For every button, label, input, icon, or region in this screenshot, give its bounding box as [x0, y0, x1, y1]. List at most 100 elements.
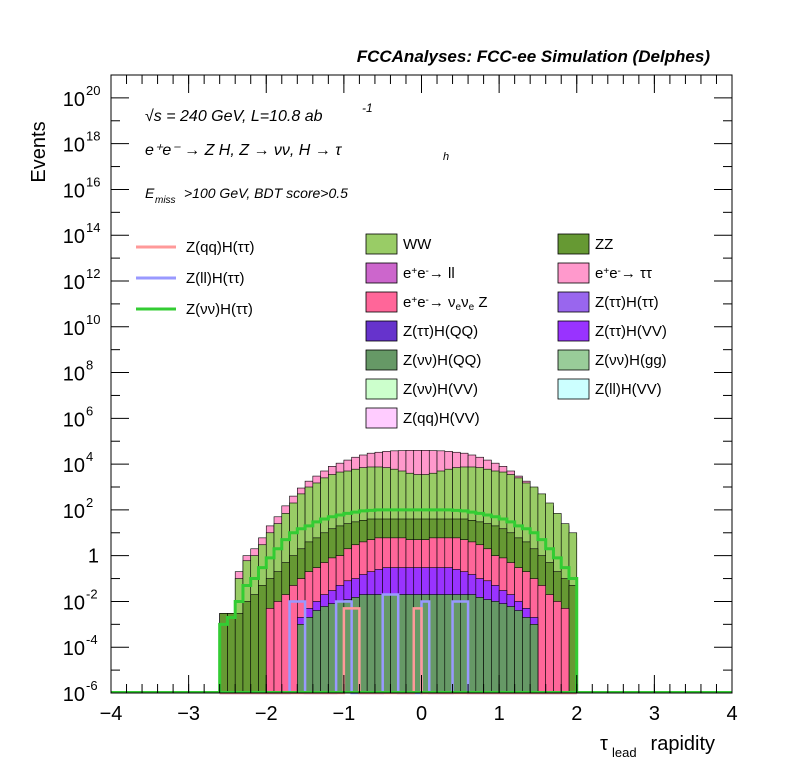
- y-tick-base: 10: [63, 272, 85, 294]
- legend-entry-ee_nunuZ: e+e-→ νeνe Z: [365, 291, 488, 313]
- signal-sig_nunu: [218, 508, 579, 693]
- y-tick-exponent: 10: [86, 312, 100, 327]
- y-tick-base: 10: [63, 318, 85, 340]
- bar-nunu_QQ-35: [491, 601, 500, 694]
- bar-ee_nunuZ-42: [545, 594, 554, 694]
- legend-entry-sig_qq: Z(qq)H(ττ): [136, 239, 255, 256]
- legend-swatch-ee_tautau: [557, 262, 590, 284]
- selection-subscript: miss: [155, 195, 176, 206]
- legend-swatch-nunu_gg: [557, 349, 590, 371]
- y-tick-exponent: -6: [86, 678, 98, 693]
- legend-swatch-qq_VV: [365, 407, 398, 429]
- x-tick-label-3: −1: [332, 703, 355, 725]
- y-tick-label-0: 10 20: [63, 83, 101, 111]
- x-tick-label-1: −3: [177, 703, 200, 725]
- x-tick-label-0: −4: [100, 703, 123, 725]
- x-axis-label: τ lead rapidity: [600, 733, 715, 760]
- legend-entry-ll_VV: Z(ll)H(VV): [557, 378, 662, 400]
- legend-swatch-ee_nunuZ: [365, 291, 398, 313]
- bar-nunu_QQ-34: [483, 599, 492, 694]
- legend-entry-nunu_VV: Z(νν)H(VV): [365, 378, 478, 400]
- bar-nunu_QQ-40: [529, 624, 539, 694]
- legend-label-sig_nunu: Z(νν)H(ττ): [186, 301, 253, 318]
- bar-nunu_QQ-37: [506, 606, 515, 694]
- bar-nunu_QQ-28: [436, 594, 446, 694]
- y-tick-label-6: 10 8: [63, 358, 93, 386]
- y-tick-label-3: 10 14: [63, 220, 101, 248]
- legend-entry-ee_tautau: e+e-→ ττ: [557, 262, 652, 284]
- y-tick-label-9: 10 2: [63, 495, 93, 523]
- y-tick-label-11: 10 -2: [63, 586, 98, 614]
- selection-suffix: >100 GeV, BDT score>0.5: [184, 185, 348, 201]
- energy-exponent: -1: [362, 101, 373, 115]
- legend-swatch-ZZ: [557, 233, 590, 255]
- legend-entry-ee_ll: e+e-→ ll: [365, 262, 455, 284]
- y-tick-label-5: 10 10: [63, 312, 101, 340]
- y-tick-exponent: 6: [86, 403, 93, 418]
- stack-nunu_QQ: [296, 594, 539, 694]
- y-tick-label-13: 10 -6: [63, 678, 98, 706]
- legend-swatch-tautau_tautau: [557, 291, 590, 313]
- legend-entry-qq_VV: Z(qq)H(VV): [365, 407, 480, 429]
- legend-label-nunu_VV: Z(νν)H(VV): [403, 381, 478, 398]
- y-tick-base: 10: [63, 89, 85, 111]
- x-axis-title-suffix: rapidity: [645, 733, 715, 755]
- y-tick-base: 10: [63, 226, 85, 248]
- bar-ee_nunuZ-6: [265, 608, 275, 694]
- y-tick-exponent: 20: [86, 83, 100, 98]
- energy-label: √s = 240 GeV, L=10.8 ab: [145, 108, 323, 125]
- bar-ee_nunuZ-44: [560, 608, 570, 694]
- bar-ZZ-5: [258, 585, 267, 694]
- x-tick-label-6: 2: [571, 703, 582, 725]
- bar-nunu_QQ-33: [475, 597, 484, 694]
- x-axis-title-main: τ: [600, 733, 608, 755]
- legend-label-ee_nunuZ: e+e-→ νeνe Z: [403, 294, 488, 313]
- bar-ZZ-2: [234, 613, 244, 694]
- bar-nunu_QQ-38: [514, 610, 523, 694]
- y-tick-label-1: 10 18: [63, 129, 101, 157]
- x-tick-label-5: 1: [494, 703, 505, 725]
- legend-swatch-WW: [365, 233, 398, 255]
- legend-label-tautau_QQ: Z(ττ)H(QQ): [403, 323, 478, 340]
- legend-entry-nunu_gg: Z(νν)H(gg): [557, 349, 667, 371]
- legend-swatch-ee_ll: [365, 262, 398, 284]
- selection-prefix: E: [145, 185, 155, 201]
- legend-label-sig_qq: Z(qq)H(ττ): [186, 239, 255, 256]
- y-tick-exponent: 14: [86, 220, 100, 235]
- legend-entry-tautau_VV: Z(ττ)H(VV): [557, 320, 667, 342]
- legend-label-WW: WW: [403, 236, 432, 253]
- y-tick-exponent: 18: [86, 129, 100, 144]
- chart-title: FCCAnalyses: FCC-ee Simulation (Delphes): [357, 47, 711, 66]
- y-tick-base: 10: [63, 409, 85, 431]
- x-tick-label-4: 0: [416, 703, 427, 725]
- process-label: e⁺e⁻ → Z H, Z → νν, H → τ: [145, 142, 342, 159]
- process-subscript: h: [443, 151, 449, 163]
- legend-label-tautau_tautau: Z(ττ)H(ττ): [595, 294, 659, 311]
- legend-swatch-tautau_QQ: [365, 320, 398, 342]
- x-tick-label-7: 3: [649, 703, 660, 725]
- legend-entry-tautau_QQ: Z(ττ)H(QQ): [365, 320, 478, 342]
- y-tick-base: 10: [63, 592, 85, 614]
- legend-label-tautau_VV: Z(ττ)H(VV): [595, 323, 667, 340]
- y-tick-exponent: -2: [86, 586, 98, 601]
- y-tick-base: 10: [63, 135, 85, 157]
- y-tick-label-12: 10 -4: [63, 632, 98, 660]
- y-axis-title: Events: [28, 121, 50, 182]
- legend-label-nunu_QQ: Z(νν)H(QQ): [403, 352, 481, 369]
- legend-label-ZZ: ZZ: [595, 236, 613, 253]
- legend-swatch-nunu_VV: [365, 378, 398, 400]
- legend-label-ll_VV: Z(ll)H(VV): [595, 381, 662, 398]
- y-tick-label-2: 10 16: [63, 174, 101, 202]
- bar-ee_nunuZ-43: [553, 601, 562, 694]
- bar-ee_nunuZ-41: [537, 585, 546, 694]
- bar-ee_nunuZ-7: [273, 601, 283, 694]
- bar-nunu_QQ-12: [312, 610, 321, 694]
- legend-swatch-tautau_VV: [557, 320, 590, 342]
- legend-label-ee_ll: e+e-→ ll: [403, 265, 455, 282]
- bar-nunu_QQ-39: [522, 617, 531, 694]
- legend-entry-nunu_QQ: Z(νν)H(QQ): [365, 349, 481, 371]
- x-tick-label-2: −2: [255, 703, 278, 725]
- annotation-selection: E miss >100 GeV, BDT score>0.5: [145, 185, 348, 206]
- annotation-energy: √s = 240 GeV, L=10.8 ab -1: [145, 101, 373, 125]
